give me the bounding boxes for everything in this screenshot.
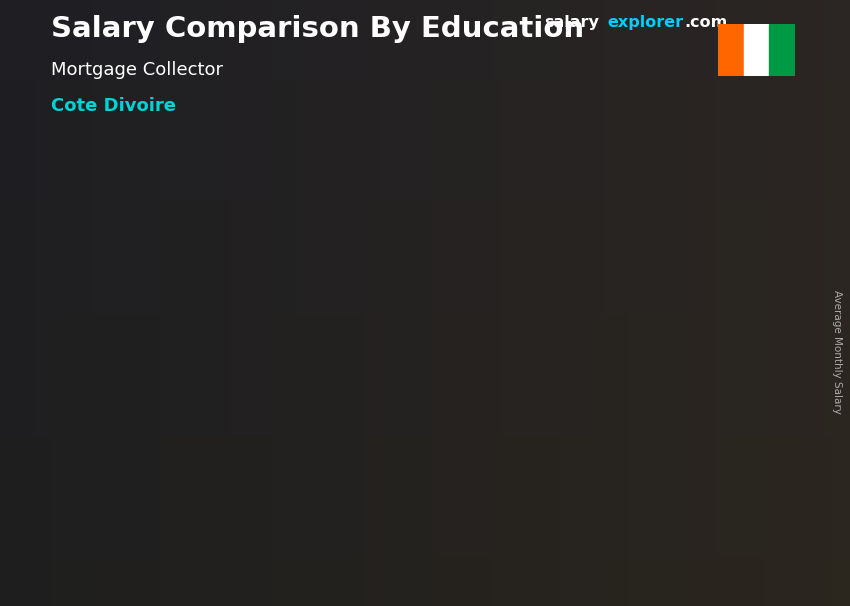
Text: .com: .com <box>684 15 728 30</box>
Text: salary: salary <box>544 15 599 30</box>
Polygon shape <box>378 344 472 533</box>
Text: 172,000 XOF: 172,000 XOF <box>620 254 715 269</box>
Text: +43%: +43% <box>245 285 334 313</box>
Text: +38%: +38% <box>480 201 570 229</box>
Text: explorer: explorer <box>608 15 684 30</box>
Polygon shape <box>607 273 700 533</box>
Polygon shape <box>150 401 243 533</box>
Polygon shape <box>472 344 500 533</box>
Polygon shape <box>700 273 728 533</box>
Text: 125,000 XOF: 125,000 XOF <box>349 325 444 340</box>
Text: Cote Divoire: Cote Divoire <box>51 97 176 115</box>
Polygon shape <box>243 401 271 533</box>
Bar <box>718 24 744 76</box>
Text: Average Monthly Salary: Average Monthly Salary <box>832 290 842 413</box>
Text: 87,100 XOF: 87,100 XOF <box>104 382 189 398</box>
Bar <box>769 24 795 76</box>
Text: Salary Comparison By Education: Salary Comparison By Education <box>51 15 584 43</box>
Text: Mortgage Collector: Mortgage Collector <box>51 61 223 79</box>
Bar <box>744 24 769 76</box>
